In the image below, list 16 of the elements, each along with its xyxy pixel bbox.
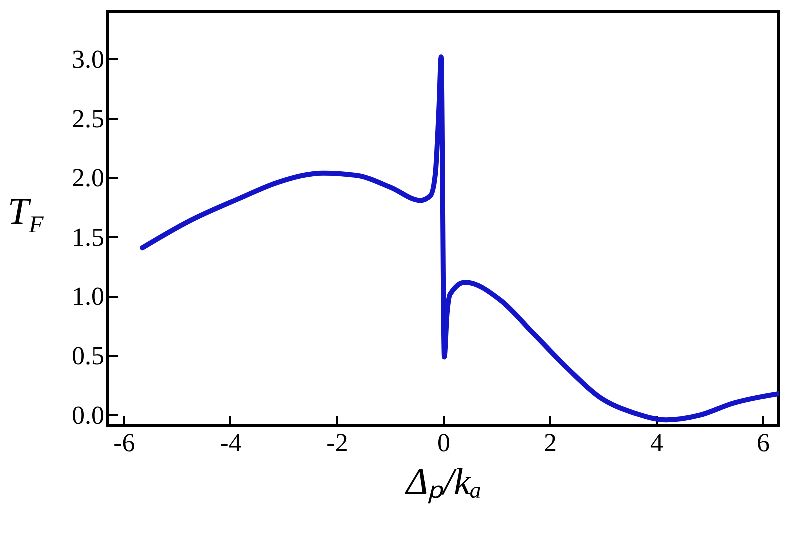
- x-tick-label: -2: [326, 428, 348, 458]
- y-tick-label: 0.5: [72, 342, 104, 371]
- y-tick-label: 0.0: [72, 400, 104, 430]
- x-axis-title: Δₚ/kₐ: [404, 462, 482, 504]
- x-tick-label: 2: [544, 428, 558, 458]
- y-tick-label: 2.0: [72, 164, 104, 193]
- y-tick-label: 2.5: [72, 104, 104, 134]
- x-tick-label: 4: [650, 428, 664, 458]
- y-tick-label: 1.0: [72, 282, 104, 312]
- x-tick-label: -6: [114, 428, 136, 458]
- y-tick-label: 1.5: [72, 222, 104, 252]
- y-axis-title: T$_{F}$: [8, 190, 44, 240]
- x-tick-label: 0: [438, 428, 450, 458]
- y-tick-label: 3.0: [72, 44, 104, 74]
- x-tick-label: 6: [757, 428, 770, 458]
- x-tick-label: -4: [220, 428, 242, 458]
